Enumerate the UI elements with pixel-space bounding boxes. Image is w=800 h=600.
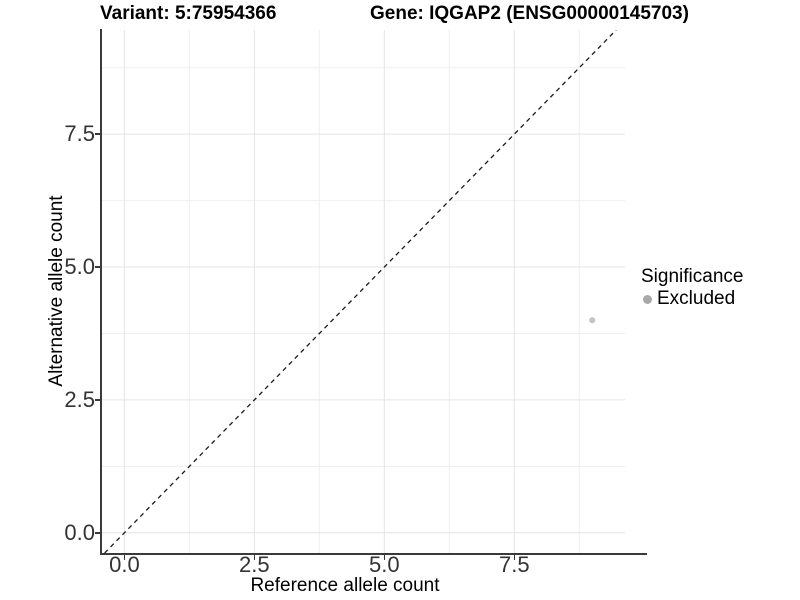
legend-key [639,294,656,304]
y-axis-line [100,29,102,554]
x-axis-line [100,553,647,555]
y-tick-mark [95,399,100,401]
y-tick-mark [95,266,100,268]
y-tick-label: 5.0 [64,254,95,280]
x-tick-mark [513,554,516,560]
x-axis-title: Reference allele count [250,575,440,596]
identity-reference-line [104,30,617,553]
legend-entry-excluded: Excluded [639,288,743,310]
x-tick-label: 7.5 [498,552,530,577]
legend: Significance Excluded [639,266,743,310]
x-tick-mark [123,554,126,560]
legend-title: Significance [641,266,744,287]
y-tick-label: 7.5 [64,121,95,147]
x-tick-mark [383,554,386,560]
x-tick-label: 5.0 [369,552,400,577]
x-tick-label: 2.5 [239,552,270,577]
y-tick-mark [95,133,100,135]
y-tick-mark [95,532,100,534]
variant-title: Variant: 5:75954366 [100,3,277,24]
legend-entry-label: Excluded [657,288,736,309]
excluded-dot-icon [643,294,652,304]
y-tick-label: 0.0 [64,519,95,545]
data-point-excluded [589,317,596,324]
x-tick-label: 0.0 [109,552,140,577]
y-axis-title: Alternative allele count [46,195,67,387]
y-tick-label: 2.5 [64,386,95,412]
plot-panel [101,30,625,553]
gene-title: Gene: IQGAP2 (ENSG00000145703) [370,3,689,24]
x-tick-mark [253,554,256,560]
